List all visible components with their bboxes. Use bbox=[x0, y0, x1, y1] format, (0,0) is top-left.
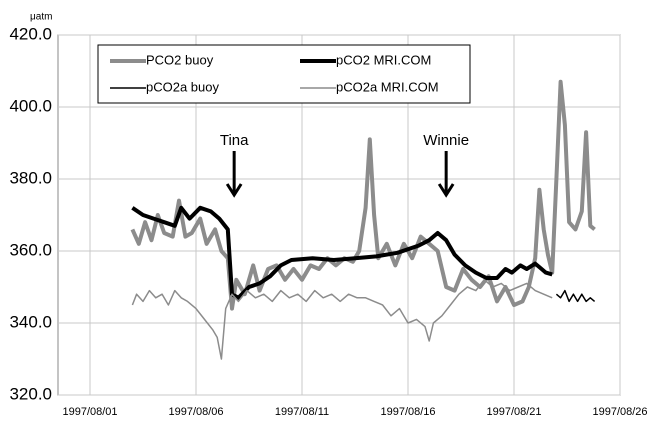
x-tick-label: 1997/08/21 bbox=[486, 406, 541, 418]
legend-label: pCO2a MRI.COM bbox=[336, 79, 439, 94]
x-tick-label: 1997/08/16 bbox=[380, 406, 435, 418]
legend-label: pCO2 MRI.COM bbox=[336, 52, 431, 67]
y-tick-label: 380.0 bbox=[9, 168, 52, 187]
annotation-label: Winnie bbox=[423, 132, 469, 149]
x-tick-label: 1997/08/26 bbox=[592, 406, 647, 418]
y-tick-label: 420.0 bbox=[9, 24, 52, 43]
annotation-label: Tina bbox=[220, 132, 249, 149]
y-tick-label: 360.0 bbox=[9, 240, 52, 259]
y-tick-label: 340.0 bbox=[9, 312, 52, 331]
y-tick-label: 320.0 bbox=[9, 384, 52, 403]
x-tick-label: 1997/08/06 bbox=[168, 406, 223, 418]
legend bbox=[97, 44, 471, 104]
series-line bbox=[131, 279, 553, 360]
y-unit: μatm bbox=[30, 12, 52, 23]
series-line bbox=[555, 289, 596, 303]
x-tick-label: 1997/08/11 bbox=[275, 406, 329, 418]
x-tick-label: 1997/08/01 bbox=[62, 406, 117, 418]
legend-label: PCO2 buoy bbox=[146, 52, 214, 67]
series-line bbox=[131, 205, 553, 300]
series-line bbox=[130, 79, 596, 311]
annotation-arrow bbox=[225, 151, 243, 198]
annotation-arrow bbox=[437, 151, 455, 198]
y-tick-label: 400.0 bbox=[9, 96, 52, 115]
legend-label: pCO2a buoy bbox=[146, 79, 219, 94]
